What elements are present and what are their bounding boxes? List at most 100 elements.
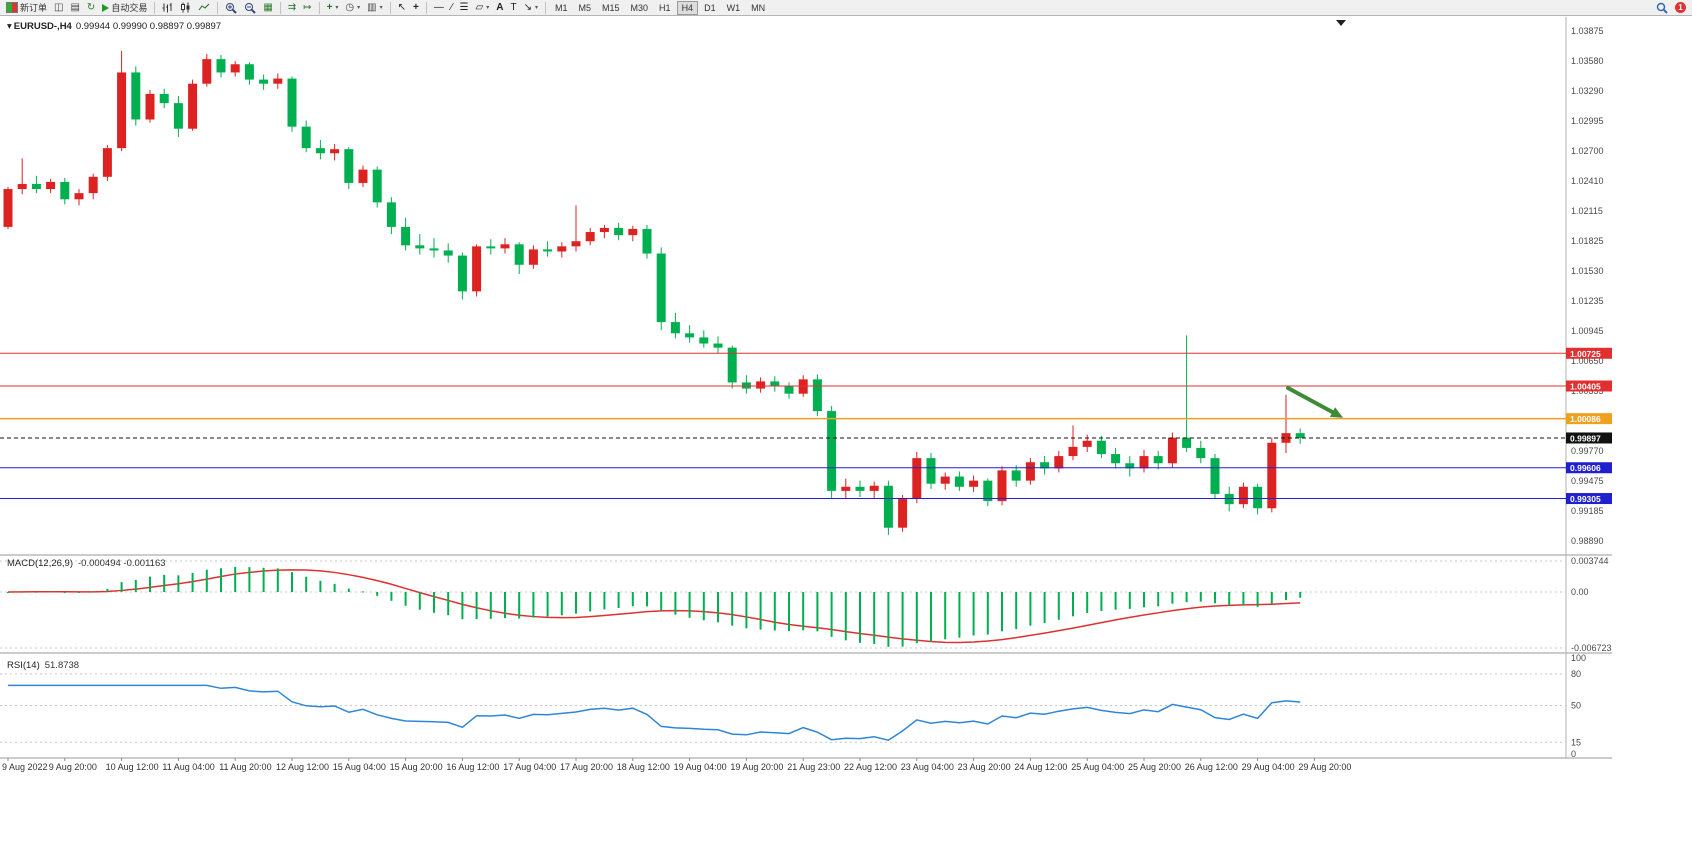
price-axis-label: 1.00650 bbox=[1571, 356, 1604, 366]
trend-arrow-annotation[interactable] bbox=[1286, 386, 1344, 418]
horizontal-levels[interactable]: 1.00725 1.00405 1.00086 0.99897 0.99606 0.993… bbox=[0, 347, 1612, 505]
arrows-icon: ↘ bbox=[523, 1, 532, 13]
zoom-out-icon bbox=[244, 2, 257, 14]
timeframe-d1[interactable]: D1 bbox=[704, 2, 716, 13]
bar-chart-button[interactable] bbox=[159, 1, 176, 15]
timeframe-w1[interactable]: W1 bbox=[726, 2, 741, 13]
price-axis-label: 0.99475 bbox=[1571, 476, 1604, 486]
horizontal-line-icon: — bbox=[433, 1, 444, 13]
rsi-axis-label: 80 bbox=[1571, 669, 1581, 679]
horizontal-line-button[interactable]: — bbox=[431, 1, 447, 15]
rsi-axis-label: 0 bbox=[1571, 749, 1576, 759]
timeframe-h1[interactable]: H1 bbox=[659, 2, 671, 13]
new-order-button[interactable]: 新订单 bbox=[3, 1, 50, 15]
line-chart-icon bbox=[198, 2, 210, 13]
rsi-axis-label: 15 bbox=[1571, 737, 1581, 747]
new-order-icon bbox=[6, 2, 18, 13]
dropdown-caret-icon: ▾ bbox=[486, 5, 490, 11]
time-axis-label: 9 Aug 20:00 bbox=[49, 762, 97, 772]
search-button[interactable] bbox=[1653, 1, 1671, 15]
price-axis-label: 1.02410 bbox=[1571, 176, 1604, 186]
candlestick-button[interactable] bbox=[177, 1, 194, 15]
price-level-badge bbox=[1566, 462, 1612, 474]
svg-text:1.00725: 1.00725 bbox=[1570, 349, 1601, 359]
chart-shift-button[interactable]: ↦ bbox=[300, 1, 314, 15]
time-axis-label: 26 Aug 12:00 bbox=[1185, 762, 1238, 772]
text-label-button[interactable]: T bbox=[507, 1, 519, 15]
macd-axis-label: -0.006723 bbox=[1571, 643, 1612, 653]
new-chart-button[interactable]: ◫ bbox=[51, 1, 66, 15]
zoom-in-button[interactable] bbox=[222, 1, 240, 15]
toolbar-separator bbox=[318, 1, 320, 14]
price-level-badge bbox=[1566, 347, 1612, 359]
line-chart-button[interactable] bbox=[195, 1, 213, 15]
crosshair-button[interactable]: + bbox=[410, 1, 422, 15]
time-axis-label: 11 Aug 20:00 bbox=[219, 762, 271, 772]
tile-windows-button[interactable]: ▦ bbox=[260, 1, 275, 15]
arrows-button[interactable]: ↘ ▾ bbox=[521, 1, 541, 15]
profiles-button[interactable]: ▤ bbox=[67, 1, 82, 15]
refresh-button[interactable]: ↻ bbox=[84, 1, 98, 15]
timeframe-m1[interactable]: M1 bbox=[554, 2, 568, 13]
panel-separators bbox=[0, 554, 1612, 759]
macd-panel: 0.003744 0.00 -0.006723 bbox=[0, 556, 1612, 653]
timeframe-m30[interactable]: M30 bbox=[630, 2, 649, 13]
alerts-button[interactable]: 1 bbox=[1672, 1, 1689, 15]
new-order-button-label: 新订单 bbox=[20, 3, 48, 13]
toolbar-separator bbox=[279, 1, 281, 14]
toolbar-separator bbox=[425, 1, 427, 14]
chart-shift-marker[interactable] bbox=[1336, 20, 1346, 26]
price-axis-label: 1.02115 bbox=[1571, 206, 1603, 216]
price-chart-canvas[interactable]: 1.03875 1.03580 1.03290 1.02995 1.02700 1.024… bbox=[0, 17, 1692, 780]
cursor-icon: ↖ bbox=[397, 1, 407, 13]
timeframe-h4[interactable]: H4 bbox=[676, 0, 699, 15]
cursor-button[interactable]: ↖ bbox=[395, 1, 409, 15]
svg-text:1.00405: 1.00405 bbox=[1570, 382, 1601, 392]
timeframe-m15[interactable]: M15 bbox=[602, 2, 620, 13]
crosshair-icon: + bbox=[413, 1, 419, 13]
time-axis-label: 11 Aug 04:00 bbox=[162, 762, 214, 772]
price-axis-label: 1.00945 bbox=[1571, 326, 1604, 336]
time-axis-label: 29 Aug 20:00 bbox=[1298, 762, 1351, 772]
price-axis-label: 0.99770 bbox=[1571, 446, 1604, 456]
price-axis-label: 1.01530 bbox=[1571, 266, 1604, 276]
templates-button[interactable]: ▥ ▾ bbox=[364, 1, 385, 15]
rsi-line bbox=[8, 684, 1301, 742]
toolbar-separator bbox=[217, 1, 219, 14]
trendline-icon: ∕ bbox=[450, 1, 453, 13]
price-axis-label: 1.02995 bbox=[1571, 116, 1604, 126]
periods-button[interactable]: ◷ ▾ bbox=[342, 1, 363, 15]
timeframe-mn[interactable]: MN bbox=[751, 2, 766, 13]
auto-scroll-button[interactable]: ⇉ bbox=[285, 1, 299, 15]
dropdown-caret-icon: ▾ bbox=[534, 5, 538, 11]
dropdown-caret-icon: ▾ bbox=[357, 5, 361, 11]
text-button[interactable]: A bbox=[493, 1, 506, 15]
alert-badge: 1 bbox=[1675, 2, 1686, 13]
dropdown-caret-icon: ▾ bbox=[379, 5, 383, 11]
time-axis-label: 25 Aug 04:00 bbox=[1071, 762, 1124, 772]
price-level-badge bbox=[1566, 432, 1612, 444]
candlestick-layer bbox=[3, 50, 1305, 535]
shapes-button[interactable]: ▱ ▾ bbox=[473, 1, 493, 15]
toolbar-separator bbox=[544, 1, 546, 14]
fibonacci-icon: ☰ bbox=[459, 1, 469, 13]
indicators-icon: + bbox=[326, 1, 333, 13]
macd-axis-label: 0.00 bbox=[1571, 587, 1589, 597]
price-axis-label: 1.03580 bbox=[1571, 56, 1604, 66]
auto-trading-button[interactable]: 自动交易 bbox=[99, 1, 150, 15]
price-axis-label: 0.99185 bbox=[1571, 506, 1604, 516]
toolbar-separator bbox=[154, 1, 156, 14]
price-axis-label: 0.98890 bbox=[1571, 536, 1604, 546]
price-level-badge bbox=[1566, 413, 1612, 425]
fibonacci-button[interactable]: ☰ bbox=[457, 1, 472, 15]
indicators-button[interactable]: + ▾ bbox=[324, 1, 342, 15]
price-level-badge bbox=[1566, 380, 1612, 392]
price-axis-label: 1.03290 bbox=[1571, 86, 1604, 96]
svg-text:0.99897: 0.99897 bbox=[1570, 433, 1601, 443]
time-axis-label: 18 Aug 12:00 bbox=[617, 762, 670, 772]
price-axis-label: 1.03875 bbox=[1571, 26, 1604, 36]
timeframe-m5[interactable]: M5 bbox=[578, 2, 592, 13]
trendline-button[interactable]: ∕ bbox=[448, 1, 456, 15]
time-axis[interactable]: 9 Aug 2022 9 Aug 20:00 10 Aug 12:00 11 Aug … bbox=[2, 758, 1351, 772]
zoom-out-button[interactable] bbox=[241, 1, 259, 15]
